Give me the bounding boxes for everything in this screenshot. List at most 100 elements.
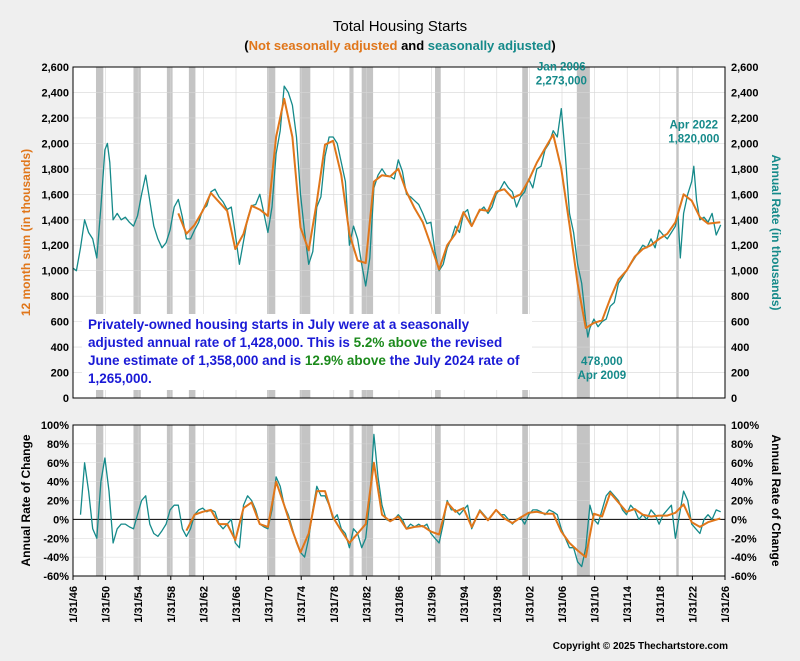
top-y-tick-left: 800 bbox=[51, 291, 69, 303]
callout-date: Apr 2009 bbox=[578, 370, 627, 382]
x-tick-label: 1/31/22 bbox=[687, 586, 699, 623]
top-y-tick-left: 400 bbox=[51, 342, 69, 354]
top-y-tick-left: 200 bbox=[51, 368, 69, 380]
bottom-y-tick-left: -60% bbox=[43, 571, 69, 583]
x-tick-label: 1/31/06 bbox=[557, 586, 569, 623]
top-y-tick-right: 600 bbox=[731, 317, 749, 329]
subtitle-nsa: Not seasonally adjusted bbox=[248, 38, 398, 53]
top-y-tick-right: 2,000 bbox=[731, 138, 759, 150]
callout-value: 478,000 bbox=[581, 356, 623, 368]
top-recession-bar bbox=[676, 67, 679, 398]
callout-value: 1,820,000 bbox=[668, 133, 719, 145]
x-tick-label: 1/31/82 bbox=[361, 586, 373, 623]
chart-title: Total Housing Starts bbox=[332, 18, 468, 35]
bottom-left-axis-label: Annual Rate of Change bbox=[19, 434, 33, 566]
bottom-y-tick-right: 40% bbox=[731, 477, 753, 489]
bottom-y-tick-right: 20% bbox=[731, 496, 753, 508]
x-tick-label: 1/31/66 bbox=[231, 586, 243, 623]
x-tick-label: 1/31/14 bbox=[622, 585, 634, 623]
top-y-tick-left: 2,600 bbox=[41, 62, 69, 74]
chart-subtitle: (Not seasonally adjusted and seasonally … bbox=[244, 38, 556, 53]
top-y-tick-right: 0 bbox=[731, 393, 737, 405]
x-tick-label: 1/31/74 bbox=[296, 585, 308, 623]
top-y-tick-left: 2,200 bbox=[41, 113, 69, 125]
top-recession-bar bbox=[361, 67, 374, 398]
top-y-tick-left: 1,200 bbox=[41, 240, 69, 252]
top-y-tick-left: 1,000 bbox=[41, 266, 69, 278]
bottom-y-tick-right: -40% bbox=[731, 552, 757, 564]
top-recession-bar bbox=[188, 67, 196, 398]
callout-value: 2,273,000 bbox=[536, 76, 587, 88]
x-tick-label: 1/31/70 bbox=[264, 586, 276, 623]
top-y-tick-left: 2,000 bbox=[41, 138, 69, 150]
x-tick-label: 1/31/90 bbox=[427, 586, 439, 623]
subtitle-and: and bbox=[397, 38, 428, 53]
top-y-tick-right: 1,200 bbox=[731, 240, 759, 252]
top-series-nsa-line bbox=[177, 97, 721, 329]
top-y-tick-right: 2,400 bbox=[731, 87, 759, 99]
bottom-panel: -60% -60% -40% -40% -20% -20% 0% 0% 20% 20% 40% 40%… bbox=[19, 420, 783, 583]
top-y-tick-right: 1,800 bbox=[731, 164, 759, 176]
x-tick-label: 1/31/26 bbox=[720, 586, 732, 623]
x-tick-label: 1/31/18 bbox=[655, 586, 667, 623]
bottom-y-tick-left: -20% bbox=[43, 533, 69, 545]
copyright-text: Copyright © 2025 Thechartstore.com bbox=[552, 641, 728, 652]
bottom-y-tick-right: 0% bbox=[731, 514, 747, 526]
x-tick-label: 1/31/10 bbox=[590, 586, 602, 623]
top-recession-bar bbox=[435, 67, 441, 398]
top-y-tick-right: 400 bbox=[731, 342, 749, 354]
top-recession-bar bbox=[267, 67, 276, 398]
x-tick-label: 1/31/02 bbox=[524, 586, 536, 623]
x-tick-label: 1/31/86 bbox=[394, 586, 406, 623]
top-y-tick-right: 2,200 bbox=[731, 113, 759, 125]
top-y-tick-left: 600 bbox=[51, 317, 69, 329]
summary-annotation: Privately-owned housing starts in July w… bbox=[82, 314, 532, 390]
bottom-y-tick-left: 60% bbox=[47, 458, 69, 470]
bottom-y-tick-left: 20% bbox=[47, 496, 69, 508]
callout-date: Jan 2006 bbox=[537, 62, 586, 74]
x-tick-label: 1/31/54 bbox=[133, 585, 145, 623]
callout-date: Apr 2022 bbox=[669, 119, 718, 131]
top-recession-bar bbox=[95, 67, 104, 398]
top-panel: 0 0 200 200 400 400 600 600 800 800 1,000 1,000 1,20… bbox=[19, 62, 783, 405]
bottom-y-tick-right: 100% bbox=[731, 420, 759, 432]
top-recession-bar bbox=[133, 67, 141, 398]
top-right-axis-label: Annual Rate (in thousands) bbox=[769, 155, 783, 311]
top-y-tick-left: 2,400 bbox=[41, 87, 69, 99]
top-series-sa-line bbox=[72, 85, 722, 338]
bottom-y-tick-left: 80% bbox=[47, 439, 69, 451]
bottom-y-tick-left: 0% bbox=[53, 514, 69, 526]
top-frame bbox=[72, 66, 726, 399]
top-left-axis-label: 12 month sum (in thousands) bbox=[19, 149, 33, 316]
top-y-tick-left: 1,800 bbox=[41, 164, 69, 176]
bottom-y-tick-left: -40% bbox=[43, 552, 69, 564]
x-tick-label: 1/31/94 bbox=[459, 585, 471, 623]
bottom-series-sa-line bbox=[79, 433, 721, 568]
top-recession-bar bbox=[522, 67, 528, 398]
top-y-tick-right: 1,600 bbox=[731, 189, 759, 201]
bottom-series-nsa-line bbox=[185, 461, 721, 559]
bottom-y-tick-right: -20% bbox=[731, 533, 757, 545]
top-y-tick-right: 1,400 bbox=[731, 215, 759, 227]
top-y-tick-left: 1,600 bbox=[41, 189, 69, 201]
top-y-tick-right: 800 bbox=[731, 291, 749, 303]
bottom-y-tick-right: 80% bbox=[731, 439, 753, 451]
top-y-tick-right: 1,000 bbox=[731, 266, 759, 278]
top-y-tick-right: 200 bbox=[731, 368, 749, 380]
subtitle-sa: seasonally adjusted bbox=[427, 38, 552, 53]
top-recession-bar bbox=[576, 67, 590, 398]
bottom-y-tick-right: -60% bbox=[731, 571, 757, 583]
x-tick-label: 1/31/98 bbox=[492, 586, 504, 623]
top-y-tick-right: 2,600 bbox=[731, 62, 759, 74]
bottom-y-tick-left: 40% bbox=[47, 477, 69, 489]
top-y-tick-left: 0 bbox=[63, 393, 69, 405]
x-tick-label: 1/31/50 bbox=[101, 586, 113, 623]
x-tick-label: 1/31/62 bbox=[198, 586, 210, 623]
bottom-y-tick-left: 100% bbox=[41, 420, 69, 432]
bottom-right-axis-label: Annual Rate of Change bbox=[769, 434, 783, 566]
bottom-y-tick-right: 60% bbox=[731, 458, 753, 470]
x-tick-label: 1/31/58 bbox=[166, 586, 178, 623]
x-tick-label: 1/31/78 bbox=[329, 586, 341, 623]
